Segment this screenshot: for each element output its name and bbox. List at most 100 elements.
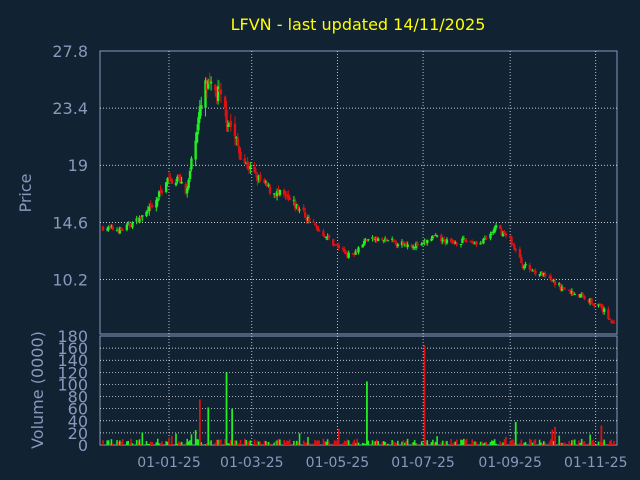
volume-bar [120,442,123,445]
candle-body [609,320,613,322]
candle-body [489,233,492,239]
candle-body [176,176,179,182]
candle-body [254,172,258,174]
volume-bar [397,440,399,445]
volume-bar [534,439,537,445]
volume-bar [178,441,180,445]
volume-bar [288,439,291,445]
candle-body [145,211,148,217]
volume-bar [573,439,576,445]
candle-body [558,283,561,286]
candle-body [522,266,526,269]
volume-bar [402,440,405,445]
candle-body [534,270,537,275]
volume-bar [593,442,596,445]
candle-body [567,289,571,291]
candle-body [406,244,409,248]
candle-body [598,303,602,305]
candle-body [402,241,405,246]
volume-bar [471,439,474,445]
candle-body [392,239,395,242]
candle-body [333,244,336,246]
candle-body [423,240,426,243]
candle-body [273,193,276,195]
volume-bar [127,440,130,445]
candle-body [400,241,404,246]
volume-bar [450,439,452,445]
volume-bar [179,442,182,445]
candle-body [549,275,553,279]
candle-body [459,243,463,245]
candle-body [563,288,567,290]
candle-body [465,240,468,242]
volume-bar [384,441,386,445]
candle-body [216,86,220,101]
candle-body [426,240,429,244]
candle-body [303,212,307,218]
candle-body [587,299,590,302]
volume-bar [453,442,455,445]
candle-body [405,242,408,247]
candle-body [601,305,604,312]
candle-body [413,246,416,248]
price-tick-label: 10.2 [52,270,88,289]
candle-body [590,298,593,304]
volume-bar [279,439,281,445]
volume-bar [180,441,183,445]
volume-bar [200,442,203,445]
volume-bar [227,443,229,445]
candle-body [513,244,516,250]
candle-body [451,241,454,243]
volume-bar [357,442,360,445]
candle-body [364,239,367,241]
volume-bar [176,443,179,445]
candle-body [482,238,485,244]
candle-body [284,194,287,196]
volume-bar [126,441,128,445]
volume-bar [243,438,246,445]
volume-bar [335,441,337,445]
candle-body [532,269,536,271]
volume-bar [601,442,604,445]
candle-body [257,175,261,181]
candle-body [209,81,213,84]
candle-body [581,294,585,296]
candle-body [572,291,575,295]
volume-bar [395,442,398,445]
candle-body [381,238,384,241]
volume-bar [284,442,287,445]
volume-bar [611,443,614,445]
volume-bar [544,442,547,445]
candle-body [529,269,533,271]
candle-body [382,240,385,242]
candle-body [471,241,474,243]
candle-body [228,123,231,127]
chart-title: LFVN - last updated 14/11/2025 [231,15,486,34]
candle-body [277,190,280,194]
volume-bar [493,439,496,445]
candle-body [593,303,596,307]
candle-body [179,174,182,184]
candle-body [186,188,189,194]
volume-bar [599,441,601,445]
candle-body [187,179,190,189]
volume-bar [491,440,493,445]
x-axis-ticks: 01-01-25 01-03-25 01-05-25 01-07-25 01-09-25… [137,455,627,471]
volume-bar [470,443,472,445]
candle-body [386,240,390,242]
volume-bar [481,441,483,445]
volume-bar [189,440,191,445]
candle-body [218,89,221,92]
volume-bar [572,439,575,445]
candle-body [246,161,249,169]
volume-bar [548,441,551,445]
candle-body [420,243,423,246]
volume-bar [245,440,247,445]
candle-body [239,152,242,160]
volume-bar [579,442,582,445]
candle-body [247,166,251,171]
volume-bar [197,439,200,445]
volume-bar [315,440,318,445]
